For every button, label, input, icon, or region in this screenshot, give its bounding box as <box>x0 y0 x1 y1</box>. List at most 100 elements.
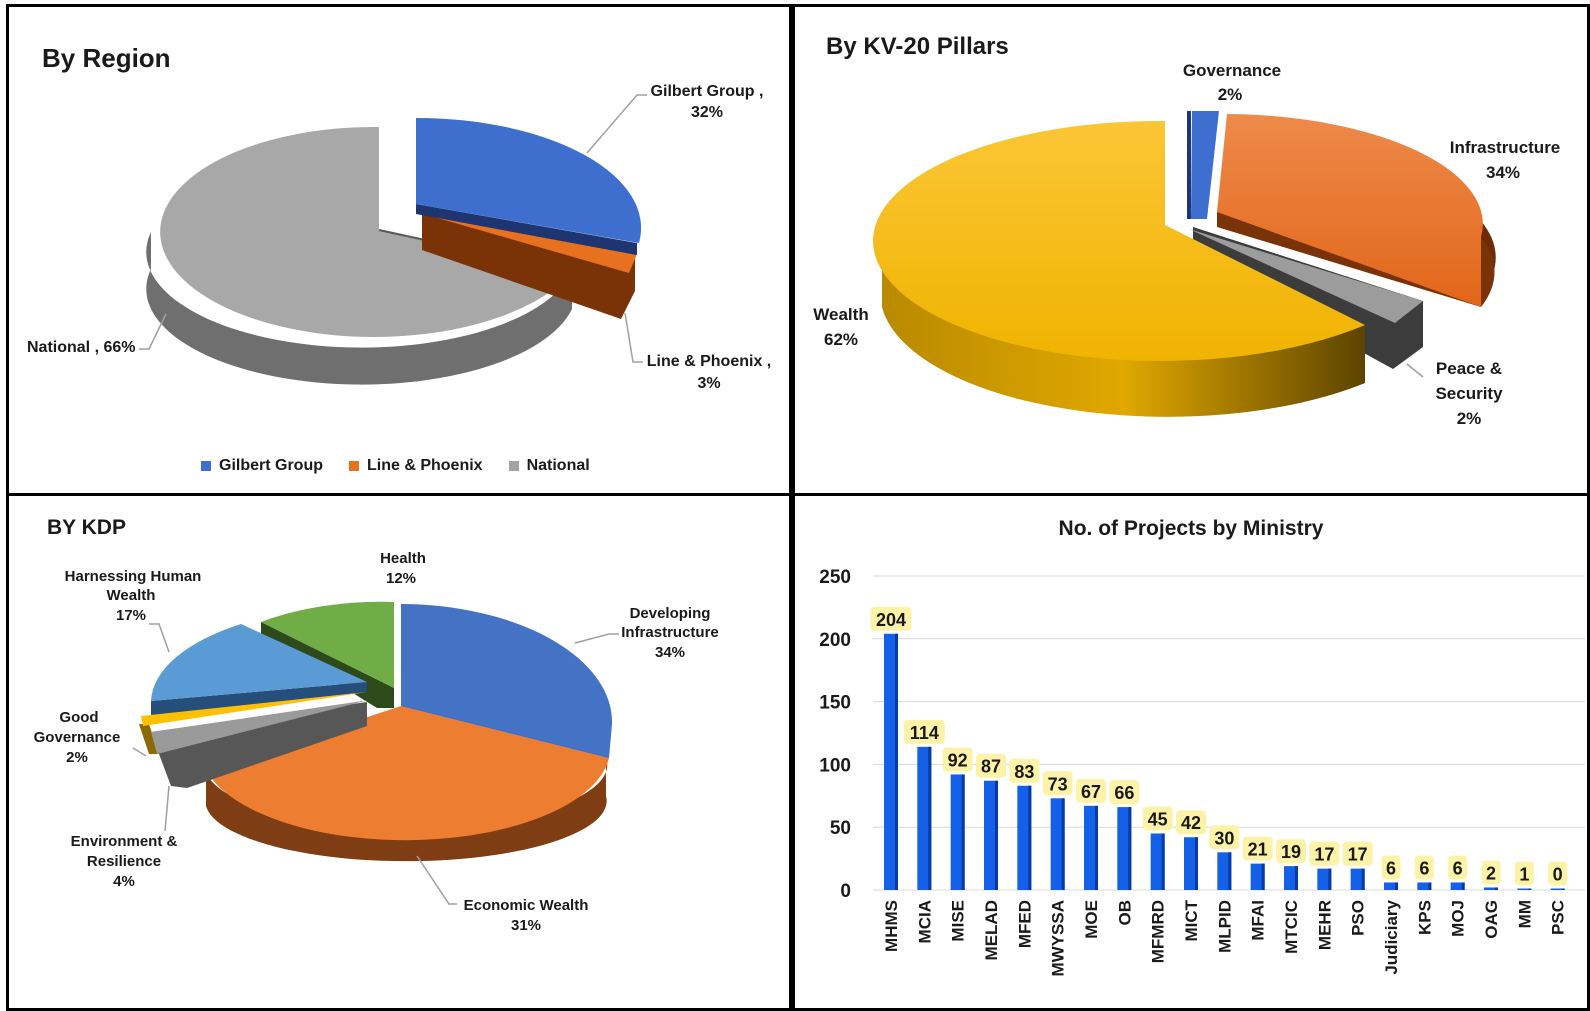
kdp-leader-economic <box>416 855 457 905</box>
kdp-label-environment: Environment & <box>71 833 178 850</box>
pie-slice-governance <box>1191 111 1219 219</box>
data-label-ob: 66 <box>1114 783 1134 803</box>
data-label-mcia: 114 <box>910 723 939 743</box>
pillars-value-infrastructure: 34% <box>1486 163 1520 182</box>
bar-shade-mict <box>1195 837 1198 890</box>
data-label-bg <box>1381 855 1401 880</box>
kdp-value-good-governance: 2% <box>66 749 88 766</box>
bar-shade-moj <box>1461 882 1465 890</box>
data-label-bg <box>1109 780 1140 805</box>
data-label-bg <box>1342 841 1373 866</box>
kdp-value-developing: 34% <box>655 644 685 661</box>
region-pie-chart: Gilbert Group , 32% Line & Phoenix , 3% … <box>27 83 771 392</box>
x-tick-label-psc: PSC <box>1549 900 1568 935</box>
data-label-bg <box>1448 855 1468 880</box>
bar-shade-mlpid <box>1228 852 1232 890</box>
kdp-label-economic-wealth: Economic Wealth <box>464 897 589 914</box>
pie-slice-national-side <box>146 232 572 385</box>
data-label-bg <box>1076 778 1106 803</box>
bar-series <box>884 633 1565 890</box>
bar-shade-moe <box>1095 805 1098 890</box>
bar-shade-pso <box>1361 868 1365 890</box>
x-tick-label-mise: MISE <box>949 900 968 942</box>
bar-judiciary <box>1384 882 1398 890</box>
bar-shade-melad <box>995 780 998 890</box>
data-label-bg <box>1042 771 1073 796</box>
pie-slice-gilbert-group <box>416 117 642 243</box>
region-label-gilbert-group: Gilbert Group , <box>651 83 764 100</box>
bar-mtcic <box>1284 866 1298 890</box>
kdp-leader-environment <box>164 785 170 832</box>
bar-chart-title: No. of Projects by Ministry <box>1059 517 1324 540</box>
data-label-mise: 92 <box>948 750 968 770</box>
kdp-label-good: Good <box>59 709 98 726</box>
x-tick-label-mfmrd: MFMRD <box>1149 900 1168 963</box>
legend-item-line-phoenix: Line & Phoenix <box>349 457 483 475</box>
region-leader-gilbert <box>586 94 647 154</box>
kdp-pie-chart: Developing Infrastructure 34% Economic W… <box>34 550 719 934</box>
data-label-kps: 6 <box>1419 858 1429 878</box>
pie-slice-harnessing <box>151 624 367 701</box>
bar-mise <box>950 774 965 890</box>
bar-mehr <box>1317 868 1332 890</box>
pillars-leader-peace-security <box>1406 363 1424 378</box>
bar-melad <box>984 780 998 890</box>
kdp-leader-good-governance <box>132 747 147 757</box>
bar-shade-judiciary <box>1395 882 1398 890</box>
data-label-bg <box>1209 825 1240 850</box>
data-label-bg <box>1242 836 1273 861</box>
legend-swatch-line-phoenix <box>349 461 359 471</box>
bar-shade-psc <box>1561 888 1565 890</box>
x-tick-label-ob: OB <box>1115 900 1134 926</box>
x-tick-label-mwyssa: MWYSSA <box>1049 900 1068 977</box>
data-label-bg <box>1142 806 1173 831</box>
data-label-mlpid: 30 <box>1214 828 1234 848</box>
data-label-mict: 42 <box>1181 813 1201 833</box>
y-tick-label: 50 <box>830 818 851 839</box>
data-label-mtcic: 19 <box>1281 842 1301 862</box>
pie-slice-national <box>160 126 572 337</box>
pillars-label-infrastructure: Infrastructure <box>1450 138 1561 157</box>
bar-pso <box>1350 868 1365 890</box>
x-tick-label-mlpid: MLPID <box>1215 900 1234 953</box>
legend-swatch-gilbert-group <box>201 461 211 471</box>
pie-slice-line-phoenix <box>420 213 637 273</box>
bar-oag <box>1484 887 1498 890</box>
bar-shade-mfai <box>1261 863 1265 890</box>
x-tick-label-mfai: MFAI <box>1249 900 1268 941</box>
x-tick-label-oag: OAG <box>1482 900 1501 939</box>
bar-moe <box>1084 805 1098 890</box>
region-value-line-phoenix: 3% <box>697 375 720 392</box>
kdp-value-health: 12% <box>386 570 416 587</box>
kdp-value-harnessing: 17% <box>116 607 146 624</box>
data-label-judiciary: 6 <box>1386 858 1396 878</box>
legend-text-line-phoenix: Line & Phoenix <box>367 457 483 474</box>
data-label-bg <box>1176 810 1206 835</box>
data-label-mm: 1 <box>1519 865 1529 885</box>
bar-shade-mm <box>1528 888 1532 890</box>
bar-shade-mfed <box>1028 785 1032 890</box>
pie-slice-gilbert-group-side <box>416 204 637 255</box>
data-label-mfmrd: 45 <box>1148 809 1168 829</box>
data-label-bg <box>903 719 945 744</box>
bar-kps <box>1417 882 1432 890</box>
kdp-leader-harnessing <box>149 623 170 653</box>
data-label-bg <box>1276 839 1306 864</box>
kdp-chart-title: BY KDP <box>47 516 126 539</box>
region-legend: Gilbert Group Line & Phoenix National <box>201 457 590 475</box>
pillars-label-security: Security <box>1435 384 1503 403</box>
pie-slice-environment-side <box>151 702 367 788</box>
kdp-label-resilience: Resilience <box>87 853 161 870</box>
pie-slice-infrastructure <box>1217 114 1483 307</box>
pillars-pie-panel: By KV-20 Pillars Governance <box>792 4 1590 496</box>
bar-shade-kps <box>1428 882 1432 890</box>
kdp-label-infrastructure: Infrastructure <box>621 624 719 641</box>
ministry-bar-panel: No. of Projects by Ministry 0 50 100 150 200… <box>792 493 1590 1011</box>
pillars-label-wealth: Wealth <box>813 305 868 324</box>
kdp-label-governance: Governance <box>34 729 121 746</box>
data-label-bg <box>942 747 973 772</box>
pillars-value-wealth: 62% <box>824 330 858 349</box>
x-tick-label-mcia: MCIA <box>915 900 934 943</box>
pillars-label-peace: Peace & <box>1436 359 1502 378</box>
